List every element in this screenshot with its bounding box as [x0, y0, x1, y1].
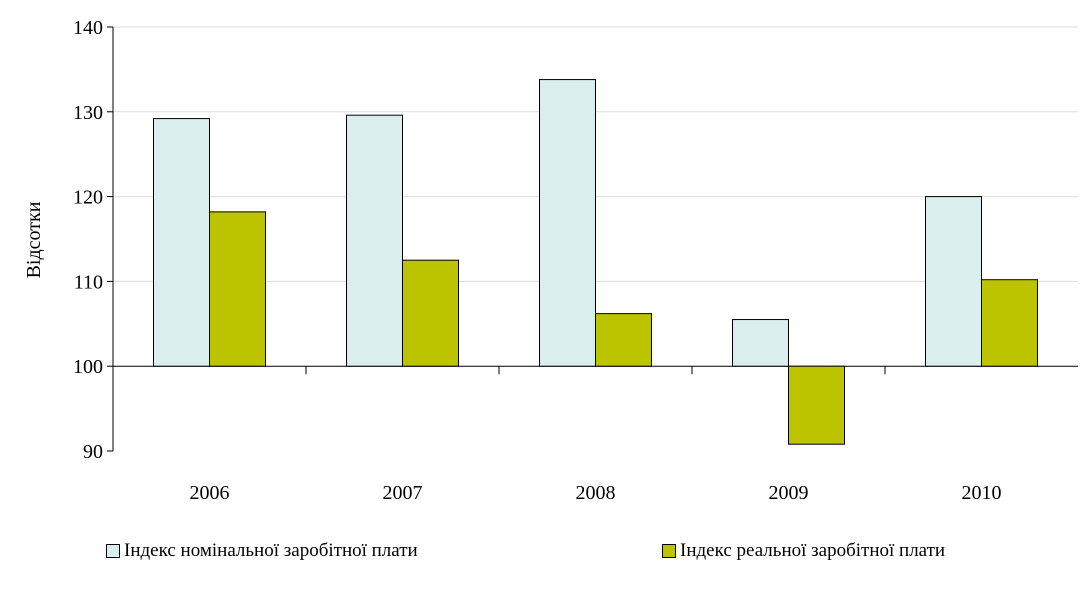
bar-real-2007: [402, 259, 459, 367]
bar-real-2008: [595, 313, 652, 367]
legend-item-nominal: Індекс номінальної заробітної плати: [106, 540, 418, 562]
legend: Індекс номінальної заробітної плати Інде…: [0, 540, 1090, 570]
bar-nominal-2008: [539, 79, 596, 367]
y-tick-label: 140: [73, 17, 103, 39]
bar-real-2009: [788, 365, 845, 445]
y-tick-label: 90: [83, 441, 103, 463]
y-tick-label: 110: [74, 271, 103, 293]
tick-labels: 90 100 110 120 130 140 2006 2007 2008 2009 2010: [73, 17, 1002, 504]
bar-real-2010: [981, 279, 1038, 367]
legend-swatch-nominal: [106, 544, 120, 558]
legend-item-real: Індекс реальної заробітної плати: [662, 540, 945, 562]
y-tick-label: 120: [73, 187, 103, 209]
y-tick-label: 100: [73, 356, 103, 378]
x-tick-label: 2010: [962, 482, 1002, 504]
bar-nominal-2006: [153, 118, 210, 367]
bars: [153, 79, 1038, 445]
legend-label-real: Індекс реальної заробітної плати: [680, 540, 946, 561]
y-axis-label: Відсотки: [23, 201, 45, 278]
legend-swatch-real: [662, 544, 676, 558]
bar-nominal-2010: [925, 196, 982, 367]
x-tick-label: 2006: [190, 482, 230, 504]
bar-nominal-2009: [732, 319, 789, 367]
legend-label-nominal: Індекс номінальної заробітної плати: [124, 540, 418, 561]
x-tick-label: 2009: [769, 482, 809, 504]
x-tick-label: 2007: [383, 482, 423, 504]
bar-nominal-2007: [346, 114, 403, 367]
y-tick-label: 130: [73, 102, 103, 124]
x-tick-label: 2008: [576, 482, 616, 504]
bar-real-2006: [209, 211, 266, 367]
